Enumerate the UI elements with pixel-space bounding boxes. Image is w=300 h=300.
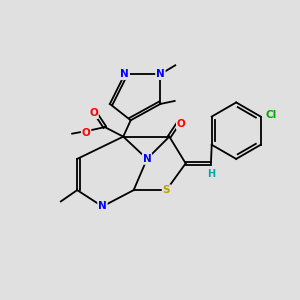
Text: N: N bbox=[143, 154, 152, 164]
Text: Cl: Cl bbox=[266, 110, 277, 120]
Text: N: N bbox=[98, 202, 107, 212]
Text: O: O bbox=[82, 128, 91, 138]
Text: O: O bbox=[177, 119, 186, 129]
Text: N: N bbox=[120, 69, 129, 79]
Text: N: N bbox=[156, 69, 165, 79]
Text: H: H bbox=[208, 169, 216, 179]
Text: O: O bbox=[89, 108, 98, 118]
Text: S: S bbox=[163, 185, 170, 195]
